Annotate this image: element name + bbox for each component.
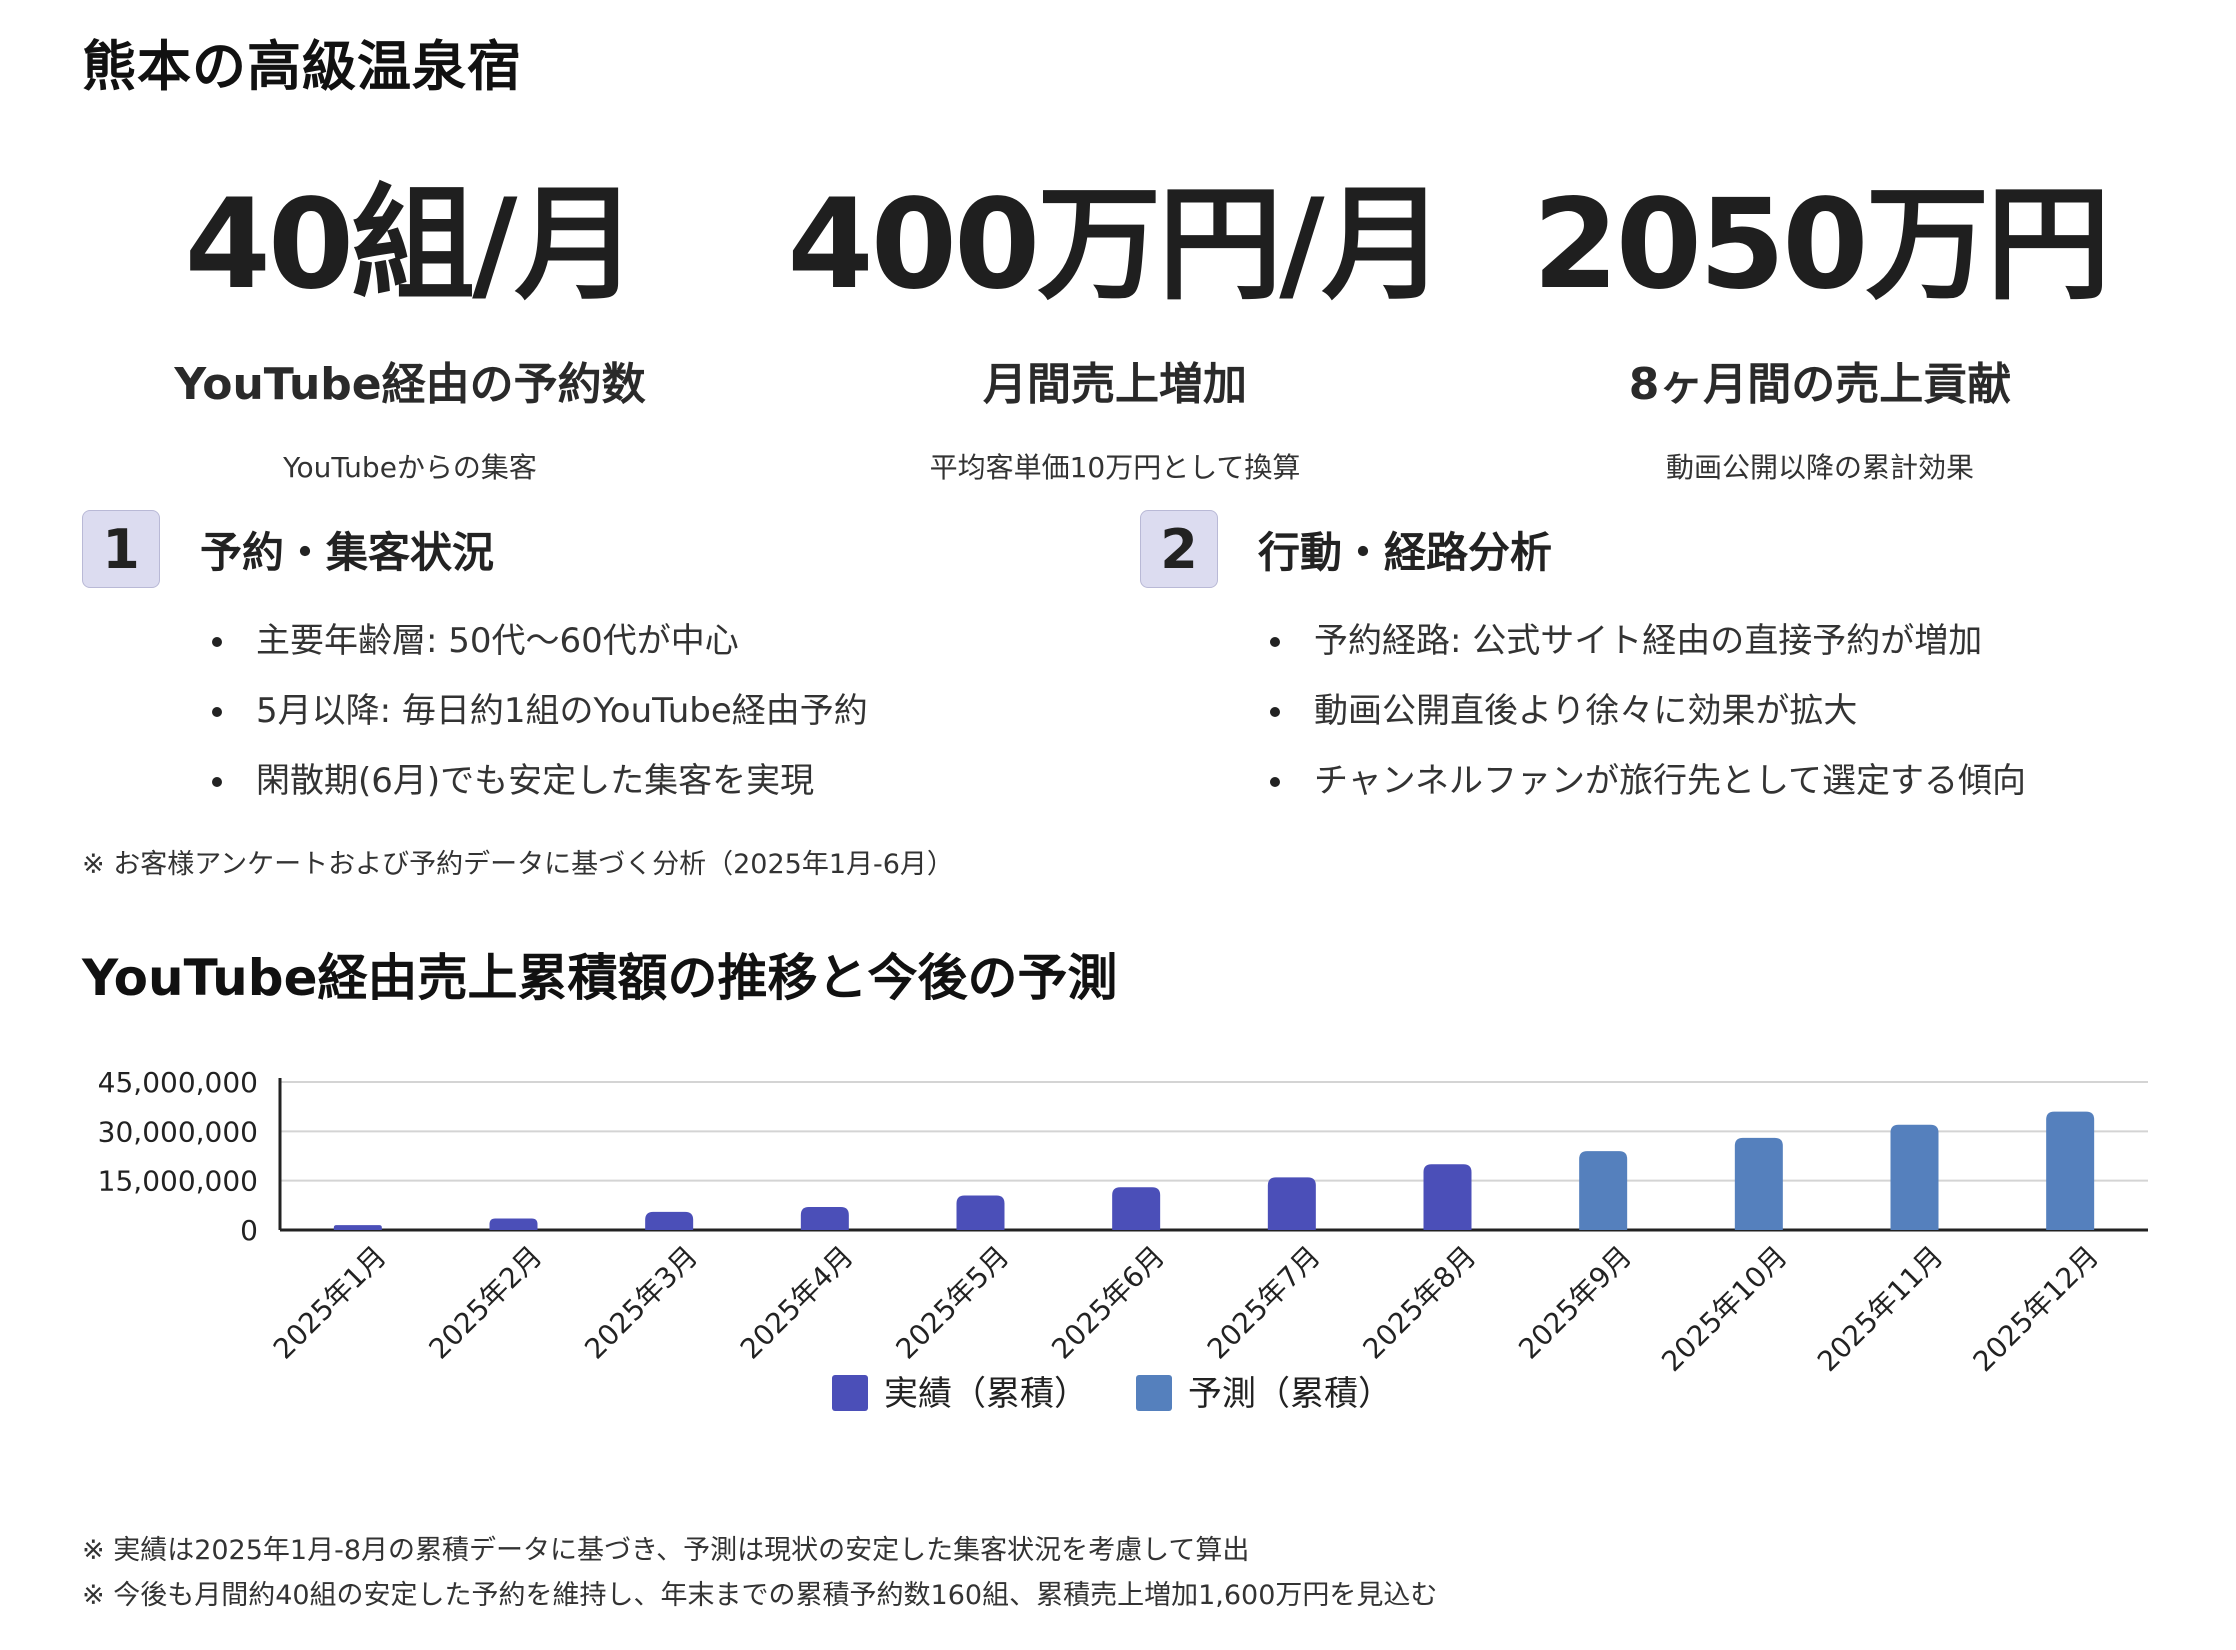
legend-label: 予測（累積） [1188, 1374, 1392, 1414]
section-reservations: 1 予約・集客状況 主要年齢層: 50代〜60代が中心 5月以降: 毎日約1組の… [82, 510, 1082, 816]
kpi-sub: 動画公開以降の累計効果 [1665, 451, 1974, 484]
x-tick-label: 2025年4月 [734, 1240, 860, 1366]
kpi-total-contribution: 2050万円 8ヶ月間の売上貢献 動画公開以降の累計効果 [1450, 160, 2190, 486]
x-tick-label: 2025年11月 [1811, 1240, 1950, 1379]
bar-actual [956, 1195, 1005, 1230]
y-tick-label: 30,000,000 [98, 1115, 258, 1148]
chart-title: YouTube経由売上累積額の推移と今後の予測 [82, 949, 1118, 1007]
bar-actual [645, 1211, 694, 1230]
section-bullet-list: 予約経路: 公式サイト経由の直接予約が増加 動画公開直後より徐々に効果が拡大 チ… [1140, 606, 2140, 816]
y-tick-label: 0 [240, 1214, 258, 1247]
x-tick-label: 2025年2月 [423, 1240, 549, 1366]
list-item: 主要年齢層: 50代〜60代が中心 [82, 606, 1082, 676]
bar-forecast [2046, 1111, 2095, 1230]
kpi-monthly-sales: 400万円/月 月間売上増加 平均客単価10万円として換算 [745, 160, 1485, 486]
list-item: 動画公開直後より徐々に効果が拡大 [1140, 676, 2140, 746]
bar-actual [1267, 1177, 1316, 1230]
bar-actual [489, 1218, 538, 1230]
legend-swatch [832, 1375, 868, 1411]
list-item: 予約経路: 公式サイト経由の直接予約が増加 [1140, 606, 2140, 676]
list-item: 閑散期(6月)でも安定した集客を実現 [82, 746, 1082, 816]
survey-note: ※ お客様アンケートおよび予約データに基づく分析（2025年1月-6月） [82, 849, 954, 880]
kpi-reservations: 40組/月 YouTube経由の予約数 YouTubeからの集客 [40, 160, 780, 486]
bar-forecast [1734, 1137, 1783, 1230]
kpi-label: YouTube経由の予約数 [174, 359, 646, 410]
section-number-badge: 1 [82, 510, 160, 588]
section-number-badge: 2 [1140, 510, 1218, 588]
kpi-sub: 平均客単価10万円として換算 [929, 451, 1301, 484]
kpi-value: 40組/月 [184, 173, 639, 317]
x-tick-label: 2025年9月 [1512, 1240, 1638, 1366]
footnote: ※ 今後も月間約40組の安定した予約を維持し、年末までの累積予約数160組、累積… [82, 1580, 1438, 1611]
bar-actual [1112, 1187, 1161, 1230]
bar-forecast [1890, 1124, 1939, 1230]
x-tick-label: 2025年5月 [890, 1240, 1016, 1366]
list-item: 5月以降: 毎日約1組のYouTube経由予約 [82, 676, 1082, 746]
bar-actual [1423, 1164, 1472, 1230]
footnote: ※ 実績は2025年1月-8月の累積データに基づき、予測は現状の安定した集客状況… [82, 1535, 1250, 1566]
y-tick-label: 15,000,000 [98, 1165, 258, 1198]
y-tick-label: 45,000,000 [98, 1066, 258, 1099]
kpi-value: 2050万円 [1532, 173, 2110, 317]
kpi-label: 月間売上増加 [983, 359, 1247, 410]
x-tick-label: 2025年7月 [1201, 1240, 1327, 1366]
x-tick-label: 2025年3月 [578, 1240, 704, 1366]
x-tick-label: 2025年8月 [1357, 1240, 1483, 1366]
section-title: 予約・集客状況 [200, 527, 495, 577]
x-tick-label: 2025年1月 [267, 1240, 393, 1366]
section-title: 行動・経路分析 [1258, 527, 1553, 577]
legend-swatch [1136, 1375, 1172, 1411]
kpi-sub: YouTubeからの集客 [283, 451, 537, 484]
legend-label: 実績（累積） [884, 1374, 1088, 1414]
bar-actual [333, 1225, 382, 1230]
x-tick-label: 2025年12月 [1967, 1240, 2106, 1379]
kpi-label: 8ヶ月間の売上貢献 [1628, 359, 2012, 410]
section-bullet-list: 主要年齢層: 50代〜60代が中心 5月以降: 毎日約1組のYouTube経由予… [82, 606, 1082, 816]
section-behavior: 2 行動・経路分析 予約経路: 公式サイト経由の直接予約が増加 動画公開直後より… [1140, 510, 2140, 816]
bar-forecast [1579, 1151, 1628, 1230]
list-item: チャンネルファンが旅行先として選定する傾向 [1140, 746, 2140, 816]
kpi-value: 400万円/月 [787, 173, 1445, 317]
x-tick-label: 2025年6月 [1045, 1240, 1171, 1366]
bar-actual [800, 1206, 849, 1230]
x-tick-label: 2025年10月 [1655, 1240, 1794, 1379]
page-title: 熊本の高級温泉宿 [82, 35, 522, 98]
